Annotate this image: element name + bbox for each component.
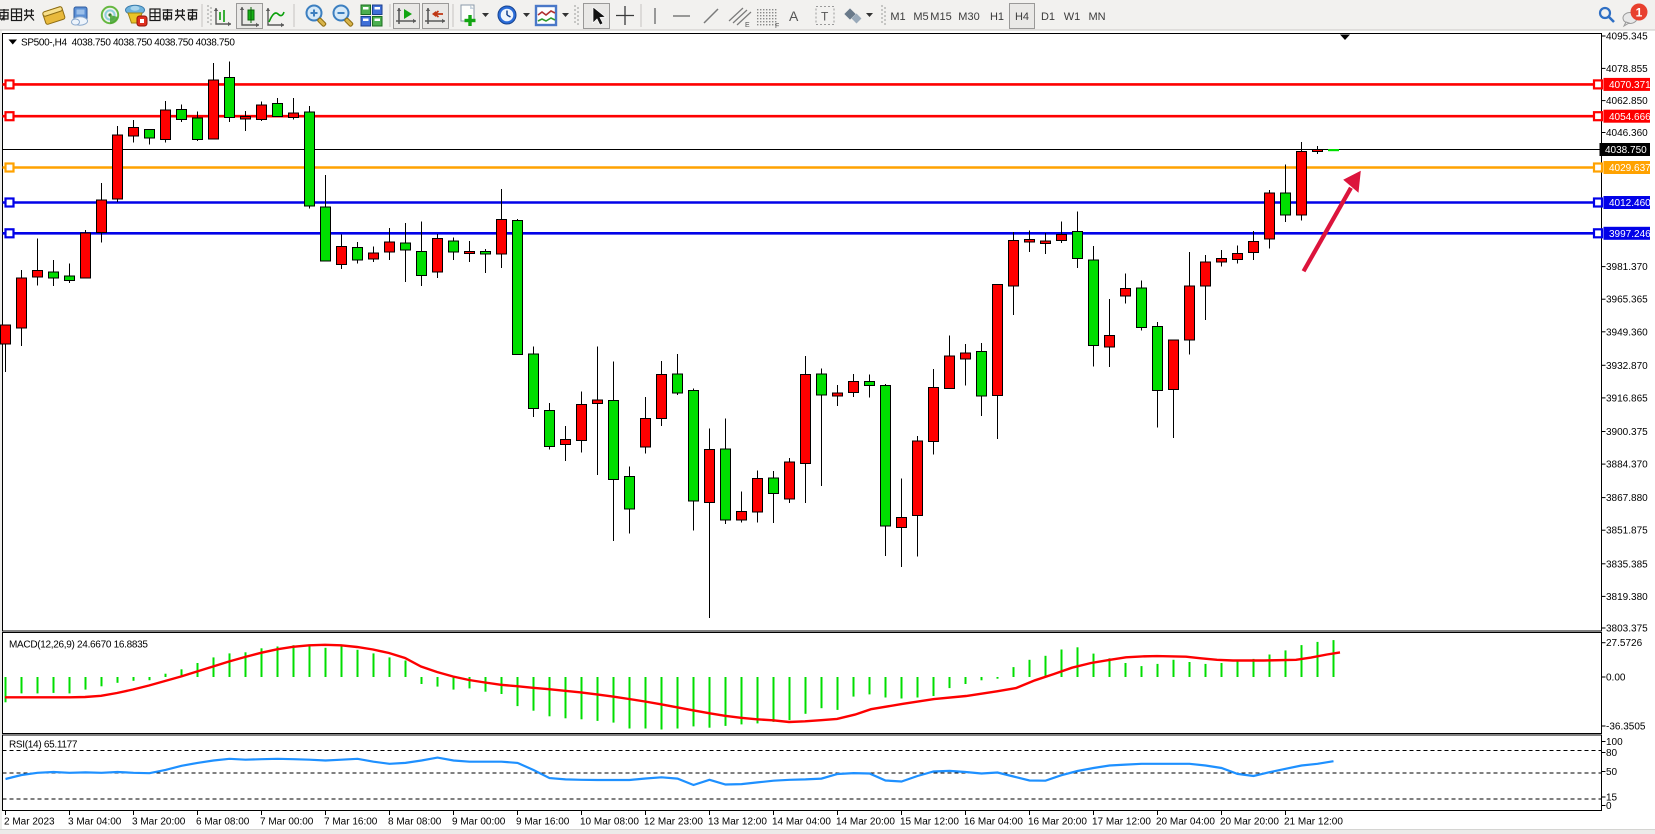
svg-text:21 Mar 12:00: 21 Mar 12:00 <box>1284 817 1343 828</box>
svg-text:1: 1 <box>1636 6 1643 20</box>
svg-text:F: F <box>775 23 779 30</box>
svg-text:RSI(14) 65.1177: RSI(14) 65.1177 <box>9 740 78 751</box>
svg-text:4012.460: 4012.460 <box>1609 198 1651 209</box>
svg-text:4046.360: 4046.360 <box>1606 128 1648 139</box>
svg-text:-36.3505: -36.3505 <box>1606 722 1646 733</box>
svg-text:7 Mar 00:00: 7 Mar 00:00 <box>260 817 314 828</box>
svg-text:3997.246: 3997.246 <box>1609 229 1651 240</box>
svg-text:8 Mar 08:00: 8 Mar 08:00 <box>388 817 442 828</box>
svg-text:80: 80 <box>1606 748 1618 759</box>
svg-text:4070.371: 4070.371 <box>1609 80 1651 91</box>
svg-text:W1: W1 <box>1064 11 1081 23</box>
svg-text:3835.385: 3835.385 <box>1606 559 1648 570</box>
svg-text:M15: M15 <box>930 11 951 23</box>
svg-text:13 Mar 12:00: 13 Mar 12:00 <box>708 817 767 828</box>
svg-text:MACD(12,26,9) 24.6670 16.8835: MACD(12,26,9) 24.6670 16.8835 <box>9 640 148 651</box>
svg-text:M1: M1 <box>890 11 905 23</box>
svg-text:16 Mar 04:00: 16 Mar 04:00 <box>964 817 1023 828</box>
svg-text:4062.850: 4062.850 <box>1606 96 1648 107</box>
svg-text:9 Mar 16:00: 9 Mar 16:00 <box>516 817 570 828</box>
svg-text:0: 0 <box>1606 801 1612 812</box>
svg-text:M30: M30 <box>958 11 979 23</box>
svg-text:A: A <box>789 8 799 24</box>
svg-text:7 Mar 16:00: 7 Mar 16:00 <box>324 817 378 828</box>
svg-text:3 Mar 04:00: 3 Mar 04:00 <box>68 817 122 828</box>
svg-text:2 Mar 2023: 2 Mar 2023 <box>4 817 55 828</box>
svg-text:3981.370: 3981.370 <box>1606 262 1648 273</box>
svg-text:4054.666: 4054.666 <box>1609 112 1651 123</box>
svg-text:100: 100 <box>1606 737 1623 748</box>
svg-text:3851.875: 3851.875 <box>1606 526 1648 537</box>
svg-text:T: T <box>821 10 829 24</box>
svg-text:9 Mar 00:00: 9 Mar 00:00 <box>452 817 506 828</box>
svg-text:10 Mar 08:00: 10 Mar 08:00 <box>580 817 639 828</box>
svg-text:15: 15 <box>1606 793 1618 804</box>
svg-text:3965.365: 3965.365 <box>1606 295 1648 306</box>
svg-text:3916.865: 3916.865 <box>1606 393 1648 404</box>
svg-text:SP500-,H4 4038.750 4038.750 4: SP500-,H4 4038.750 4038.750 4038.750 403… <box>21 38 235 49</box>
svg-text:3803.375: 3803.375 <box>1606 624 1648 635</box>
svg-text:4078.855: 4078.855 <box>1606 64 1648 75</box>
svg-text:3900.375: 3900.375 <box>1606 427 1648 438</box>
svg-text:E: E <box>745 22 750 29</box>
svg-text:M5: M5 <box>913 11 928 23</box>
svg-text:4095.345: 4095.345 <box>1606 32 1648 43</box>
svg-text:MN: MN <box>1088 11 1105 23</box>
svg-text:3819.380: 3819.380 <box>1606 592 1648 603</box>
svg-text:15 Mar 12:00: 15 Mar 12:00 <box>900 817 959 828</box>
svg-text:20 Mar 04:00: 20 Mar 04:00 <box>1156 817 1215 828</box>
svg-text:27.5726: 27.5726 <box>1606 638 1643 649</box>
svg-text:3949.360: 3949.360 <box>1606 327 1648 338</box>
svg-text:3932.870: 3932.870 <box>1606 361 1648 372</box>
svg-text:3 Mar 20:00: 3 Mar 20:00 <box>132 817 186 828</box>
svg-text:0.00: 0.00 <box>1606 673 1626 684</box>
svg-text:6 Mar 08:00: 6 Mar 08:00 <box>196 817 250 828</box>
svg-text:4038.750: 4038.750 <box>1605 145 1647 156</box>
svg-text:4029.637: 4029.637 <box>1609 163 1651 174</box>
svg-text:12 Mar 23:00: 12 Mar 23:00 <box>644 817 703 828</box>
svg-text:14 Mar 20:00: 14 Mar 20:00 <box>836 817 895 828</box>
svg-text:14 Mar 04:00: 14 Mar 04:00 <box>772 817 831 828</box>
svg-text:3867.880: 3867.880 <box>1606 493 1648 504</box>
svg-text:50: 50 <box>1606 767 1618 778</box>
svg-text:H1: H1 <box>990 11 1004 23</box>
svg-text:16 Mar 20:00: 16 Mar 20:00 <box>1028 817 1087 828</box>
svg-text:H4: H4 <box>1015 11 1029 23</box>
svg-text:D1: D1 <box>1041 11 1055 23</box>
svg-text:3884.370: 3884.370 <box>1606 460 1648 471</box>
svg-text:17 Mar 12:00: 17 Mar 12:00 <box>1092 817 1151 828</box>
svg-text:20 Mar 20:00: 20 Mar 20:00 <box>1220 817 1279 828</box>
